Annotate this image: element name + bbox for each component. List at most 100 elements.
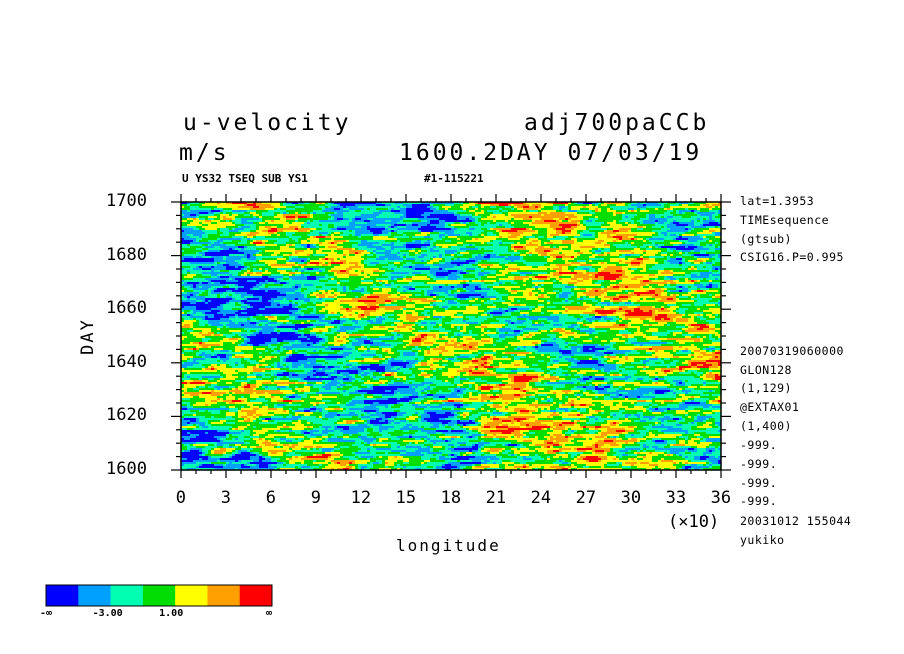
heatmap-cell: [268, 238, 272, 241]
heatmap-cell: [532, 222, 536, 225]
heatmap-cell: [208, 224, 212, 227]
heatmap-cell: [406, 254, 410, 257]
heatmap-cell: [511, 222, 515, 225]
heatmap-cell: [655, 246, 659, 249]
heatmap-cell: [601, 220, 605, 223]
heatmap-cell: [694, 212, 698, 215]
heatmap-cell: [256, 228, 260, 231]
heatmap-cell: [307, 232, 311, 235]
heatmap-cell: [499, 230, 503, 233]
heatmap-cell: [403, 218, 407, 221]
heatmap-cell: [607, 222, 611, 225]
heatmap-cell: [256, 210, 260, 213]
heatmap-cell: [649, 222, 653, 225]
heatmap-cell: [283, 240, 287, 243]
heatmap-cell: [295, 244, 299, 247]
heatmap-cell: [259, 228, 263, 231]
heatmap-cell: [532, 246, 536, 249]
heatmap-cell: [664, 212, 668, 215]
heatmap-cell: [568, 202, 572, 205]
heatmap-cell: [670, 236, 674, 239]
heatmap-cell: [607, 212, 611, 215]
heatmap-cell: [661, 250, 665, 253]
heatmap-cell: [295, 212, 299, 215]
heatmap-cell: [658, 254, 662, 257]
heatmap-cell: [712, 224, 716, 227]
heatmap-cell: [427, 204, 431, 207]
heatmap-cell: [592, 234, 596, 237]
heatmap-cell: [556, 256, 560, 259]
heatmap-cell: [670, 208, 674, 211]
heatmap-cell: [460, 238, 464, 241]
heatmap-cell: [646, 230, 650, 233]
heatmap-cell: [535, 210, 539, 213]
heatmap-cell: [541, 214, 545, 217]
heatmap-cell: [514, 256, 518, 259]
heatmap-cell: [253, 246, 257, 249]
heatmap-cell: [673, 248, 677, 251]
heatmap-cell: [505, 256, 509, 259]
heatmap-cell: [694, 218, 698, 221]
heatmap-cell: [211, 204, 215, 207]
heatmap-cell: [334, 248, 338, 251]
heatmap-cell: [244, 256, 248, 259]
heatmap-cell: [529, 228, 533, 231]
heatmap-cell: [439, 256, 443, 259]
heatmap-cell: [331, 224, 335, 227]
heatmap-cell: [610, 214, 614, 217]
heatmap-cell: [406, 238, 410, 241]
heatmap-cell: [538, 238, 542, 241]
heatmap-cell: [223, 228, 227, 231]
heatmap-cell: [481, 232, 485, 235]
heatmap-cell: [271, 242, 275, 245]
heatmap-cell: [427, 248, 431, 251]
heatmap-cell: [457, 232, 461, 235]
heatmap-cell: [616, 212, 620, 215]
heatmap-cell: [202, 230, 206, 233]
heatmap-cell: [703, 248, 707, 251]
heatmap-cell: [394, 212, 398, 215]
heatmap-cell: [358, 228, 362, 231]
heatmap-cell: [649, 218, 653, 221]
heatmap-cell: [514, 250, 518, 253]
heatmap-cell: [259, 254, 263, 257]
heatmap-cell: [619, 202, 623, 205]
heatmap-cell: [571, 238, 575, 241]
heatmap-cell: [334, 228, 338, 231]
heatmap-cell: [304, 210, 308, 213]
heatmap-cell: [700, 210, 704, 213]
heatmap-cell: [337, 240, 341, 243]
heatmap-cell: [670, 230, 674, 233]
heatmap-cell: [469, 250, 473, 253]
heatmap-cell: [703, 218, 707, 221]
heatmap-cell: [691, 238, 695, 241]
heatmap-cell: [277, 250, 281, 253]
heatmap-cell: [271, 208, 275, 211]
heatmap-cell: [709, 242, 713, 245]
heatmap-cell: [274, 238, 278, 241]
heatmap-cell: [316, 222, 320, 225]
heatmap-cell: [292, 244, 296, 247]
heatmap-cell: [622, 240, 626, 243]
heatmap-cell: [472, 246, 476, 249]
heatmap-cell: [451, 220, 455, 223]
heatmap-cell: [418, 232, 422, 235]
heatmap-cell: [256, 204, 260, 207]
heatmap-cell: [184, 228, 188, 231]
heatmap-cell: [493, 212, 497, 215]
heatmap-cell: [346, 244, 350, 247]
heatmap-cell: [508, 208, 512, 211]
heatmap-cell: [358, 202, 362, 205]
heatmap-cell: [256, 242, 260, 245]
heatmap-cell: [706, 244, 710, 247]
heatmap-cell: [376, 226, 380, 229]
heatmap-cell: [499, 214, 503, 217]
heatmap-cell: [484, 226, 488, 229]
heatmap-cell: [547, 244, 551, 247]
heatmap-cell: [271, 254, 275, 257]
heatmap-cell: [310, 206, 314, 209]
heatmap-cell: [367, 228, 371, 231]
heatmap-cell: [256, 206, 260, 209]
heatmap-cell: [652, 212, 656, 215]
heatmap-cell: [592, 214, 596, 217]
